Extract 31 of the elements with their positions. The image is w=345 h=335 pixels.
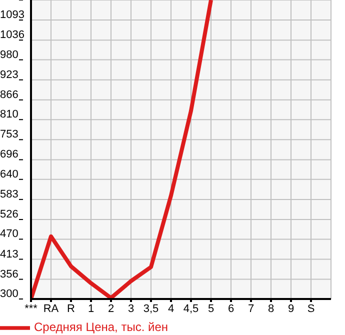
y-tick-label: 753 (0, 128, 18, 141)
y-tick-label: 356 (0, 268, 18, 280)
x-tick-label: 4,5 (183, 302, 199, 315)
y-tick-label: 1036 (0, 29, 24, 42)
y-tick-label: 583 (0, 188, 18, 200)
x-tick-label: 1 (88, 302, 94, 315)
y-tick-label: 640 (0, 168, 18, 180)
x-tick-label: 3,5 (143, 302, 159, 315)
x-tick-label: 2 (108, 302, 114, 315)
y-tick-label: 980 (0, 48, 18, 61)
x-tick-label: 9 (288, 302, 294, 315)
x-tick-label: R (67, 302, 76, 315)
x-tick-label: 8 (268, 302, 274, 315)
y-tick-label: 866 (0, 88, 18, 101)
y-tick-label: 526 (0, 208, 18, 220)
x-tick-label: 5 (208, 302, 214, 315)
x-tick-label: 7 (248, 302, 254, 315)
y-tick-label: 470 (0, 228, 18, 240)
x-tick-label: S (307, 302, 315, 315)
y-tick-label: 413 (0, 248, 18, 260)
y-tick-label: 696 (0, 148, 18, 161)
legend-label: Средняя Цена, тыс. йен (34, 320, 168, 334)
x-tick-label: *** (24, 302, 38, 315)
y-tick-label: 300 (0, 288, 18, 300)
x-tick-label: 6 (228, 302, 234, 315)
y-tick-label: 810 (0, 108, 18, 121)
y-tick-label: 1093 (0, 9, 24, 22)
x-tick-label: 3 (128, 302, 134, 315)
x-tick-label: 4 (168, 302, 174, 315)
y-tick-label: 923 (0, 68, 18, 81)
x-tick-label: RA (43, 302, 60, 315)
